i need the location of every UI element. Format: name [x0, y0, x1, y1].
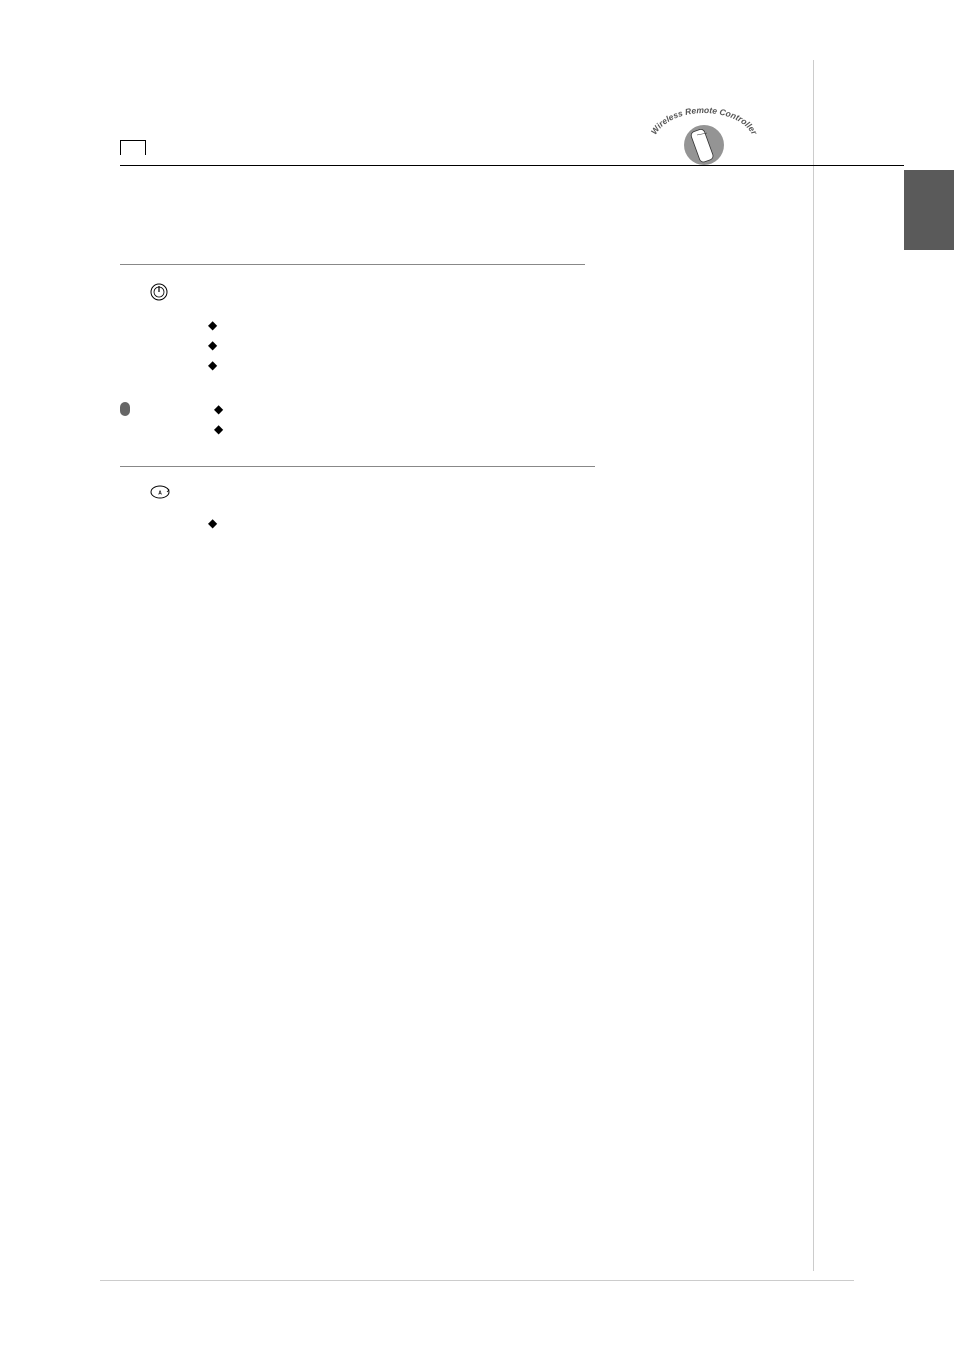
step-2: A ◆	[120, 485, 595, 536]
separator	[120, 466, 595, 467]
auto-mode-icon: A	[150, 485, 170, 504]
page-title	[120, 140, 146, 155]
important-body: ◆ ◆	[214, 400, 595, 440]
step-1-bullet-1	[224, 316, 595, 334]
step-1-instruction	[148, 283, 595, 306]
bullet-icon: ◆	[208, 336, 224, 354]
crop-line-right	[813, 60, 814, 1271]
important-label	[120, 400, 214, 440]
important-block: ◆ ◆	[120, 400, 595, 440]
bullet-icon: ◆	[208, 356, 224, 374]
result-label	[148, 316, 208, 376]
step-1-bullet-2	[224, 336, 595, 354]
step-1-number	[120, 283, 148, 376]
intro-text	[120, 256, 585, 265]
crop-line-bottom	[100, 1280, 854, 1281]
important-bullet-2	[230, 420, 595, 438]
step-2-instruction: A	[148, 485, 595, 504]
important-bullet-1	[230, 400, 595, 418]
step-2-bullet-1	[224, 514, 595, 532]
power-icon	[150, 283, 168, 306]
bullet-icon: ◆	[208, 514, 224, 532]
bullet-icon: ◆	[214, 420, 230, 438]
result-label	[148, 514, 208, 536]
step-1-results: ◆ ◆ ◆	[208, 316, 595, 376]
bullet-icon: ◆	[208, 316, 224, 334]
language-tab	[904, 170, 954, 250]
title-bar	[120, 140, 904, 166]
important-prefix	[120, 402, 130, 416]
bullet-icon: ◆	[214, 400, 230, 418]
content-column: ◆ ◆ ◆ ◆ ◆	[120, 256, 595, 536]
step-2-number	[120, 485, 148, 536]
step-1: ◆ ◆ ◆	[120, 283, 595, 376]
step-1-bullet-3	[224, 356, 595, 374]
step-2-results: ◆	[208, 514, 595, 536]
svg-text:A: A	[158, 491, 162, 497]
manual-page: Wireless Remote Controller	[0, 0, 954, 1351]
